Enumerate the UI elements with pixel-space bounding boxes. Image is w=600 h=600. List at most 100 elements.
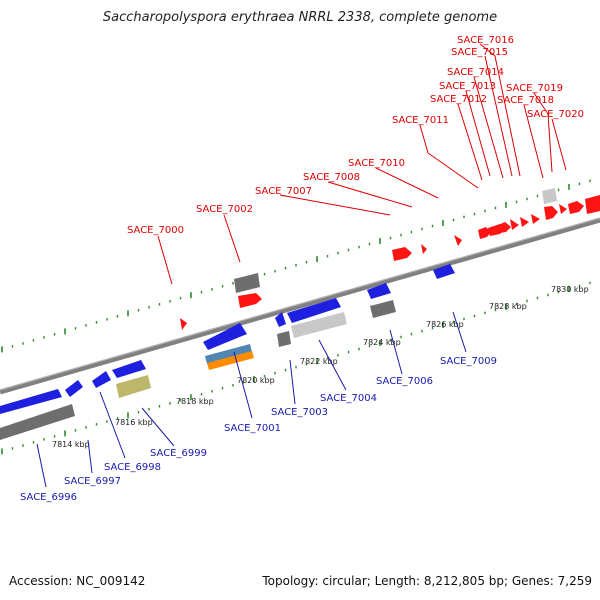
gene-SACE_7015[interactable]: [520, 217, 529, 227]
scale-label-7826: 7826 kbp: [426, 320, 464, 329]
genome-summary-text: Topology: circular; Length: 8,212,805 bp…: [262, 574, 592, 588]
leader-SACE_7015: [484, 55, 513, 177]
scale-label-7824: 7824 kbp: [363, 338, 401, 347]
label-SACE_7004[interactable]: SACE_7004: [320, 393, 377, 404]
label-SACE_7018[interactable]: SACE_7018: [497, 95, 554, 106]
gene-SACE_7011[interactable]: [478, 227, 491, 239]
leader-SACE_6996: [36, 443, 47, 488]
label-SACE_7001[interactable]: SACE_7001: [224, 423, 281, 434]
khaki-block[interactable]: [116, 375, 151, 398]
leader-SACE_7018: [523, 104, 544, 179]
gene-SACE_7006-arrow[interactable]: [367, 283, 391, 299]
gene-SACE_7000[interactable]: [180, 318, 187, 330]
label-SACE_7020[interactable]: SACE_7020: [527, 109, 584, 120]
leader-SACE_6998: [99, 391, 126, 459]
scale-label-7828: 7828 kbp: [489, 302, 527, 311]
label-SACE_7007[interactable]: SACE_7007: [255, 186, 312, 197]
label-SACE_6996[interactable]: SACE_6996: [20, 492, 77, 503]
gene-SACE_6996[interactable]: [0, 389, 62, 414]
gene-SACE_7016[interactable]: [531, 214, 540, 224]
label-SACE_7009[interactable]: SACE_7009: [440, 356, 497, 367]
gene-SACE_7013[interactable]: [498, 222, 511, 233]
forward-features: [180, 188, 600, 330]
leader-SACE_7006: [389, 329, 403, 375]
label-SACE_7016[interactable]: SACE_7016: [457, 35, 514, 46]
light-block-upper[interactable]: [542, 188, 557, 204]
reverse-features: [0, 264, 455, 440]
gene-SACE_7018[interactable]: [544, 206, 558, 220]
leader-SACE_7003: [289, 359, 296, 405]
label-SACE_7006[interactable]: SACE_7006: [376, 376, 433, 387]
label-SACE_7003[interactable]: SACE_7003: [271, 407, 328, 418]
leader-SACE_7013: [465, 90, 491, 177]
gene-SACE_7006[interactable]: [370, 300, 396, 318]
scale-label-7820: 7820 kbp: [237, 376, 275, 385]
reverse-labels: SACE_6996 SACE_6997 SACE_6998 SACE_6999 …: [20, 356, 497, 503]
gene-SACE_7019[interactable]: [559, 204, 567, 214]
leader-SACE_7011: [419, 124, 479, 189]
scale-label-7814: 7814 kbp: [52, 440, 90, 449]
leader-SACE_7002: [223, 214, 241, 263]
leader-SACE_7010: [375, 167, 439, 199]
scale-label-7818: 7818 kbp: [176, 397, 214, 406]
forward-labels: SACE_7000 SACE_7002 SACE_7007 SACE_7008 …: [127, 35, 584, 236]
scale-label-7830: 7830 kbp: [551, 285, 589, 294]
tick-row-bottom: [1, 281, 591, 455]
genome-backbone: [0, 217, 600, 395]
gene-SACE_6999[interactable]: [112, 360, 146, 378]
gene-SACE_7004[interactable]: [291, 312, 347, 338]
label-SACE_7002[interactable]: SACE_7002: [196, 204, 253, 215]
label-SACE_7011[interactable]: SACE_7011: [392, 115, 449, 126]
gene-SACE_7002[interactable]: [238, 293, 262, 308]
gene-SACE_7009[interactable]: [433, 264, 455, 279]
leader-SACE_7014: [473, 76, 504, 179]
leader-SACE_7004: [318, 339, 347, 391]
gray-block-upper[interactable]: [234, 273, 260, 293]
label-SACE_7008[interactable]: SACE_7008: [303, 172, 360, 183]
label-SACE_6997[interactable]: SACE_6997: [64, 476, 121, 487]
gene-SACE_7001[interactable]: [203, 323, 247, 350]
gene-SACE_6998[interactable]: [92, 371, 111, 388]
leader-SACE_7001: [233, 351, 253, 419]
gene-SACE_7010[interactable]: [454, 235, 462, 246]
label-SACE_7019[interactable]: SACE_7019: [506, 83, 563, 94]
gene-SACE_7014[interactable]: [510, 219, 519, 230]
gene-SACE_7003[interactable]: [277, 331, 291, 347]
gene-SACE_6997[interactable]: [65, 380, 83, 397]
leader-SACE_7009: [452, 311, 467, 353]
label-SACE_7015[interactable]: SACE_7015: [451, 47, 508, 58]
label-SACE_7000[interactable]: SACE_7000: [127, 225, 184, 236]
label-leaders: [36, 43, 567, 488]
map-title: Saccharopolyspora erythraea NRRL 2338, c…: [102, 10, 498, 25]
label-SACE_7014[interactable]: SACE_7014: [447, 67, 504, 78]
leader-SACE_7020: [551, 118, 567, 171]
leader-SACE_7008: [327, 181, 413, 208]
leader-SACE_7000: [157, 235, 173, 285]
label-SACE_7010[interactable]: SACE_7010: [348, 158, 405, 169]
gene-SACE_7003-arrow[interactable]: [275, 312, 286, 327]
label-SACE_6998[interactable]: SACE_6998: [104, 462, 161, 473]
tick-row-top: [1, 179, 591, 353]
leader-SACE_6999: [141, 407, 175, 447]
gray-block-6996[interactable]: [0, 404, 75, 440]
gene-forward-edge[interactable]: [585, 195, 600, 214]
scale-labels: 7814 kbp 7816 kbp 7818 kbp 7820 kbp 7822…: [52, 285, 589, 449]
label-SACE_6999[interactable]: SACE_6999: [150, 448, 207, 459]
scale-label-7822: 7822 kbp: [300, 357, 338, 366]
accession-text: Accession: NC_009142: [9, 574, 146, 588]
label-SACE_7012[interactable]: SACE_7012: [430, 94, 487, 105]
steel-block[interactable]: [205, 344, 252, 364]
gene-SACE_7008[interactable]: [421, 244, 427, 254]
orange-block[interactable]: [207, 351, 254, 370]
gene-SACE_7020[interactable]: [568, 201, 584, 214]
label-SACE_7013[interactable]: SACE_7013: [439, 81, 496, 92]
gene-SACE_7007[interactable]: [392, 247, 412, 261]
leader-SACE_7007: [279, 194, 391, 216]
scale-label-7816: 7816 kbp: [115, 418, 153, 427]
leader-SACE_7019: [533, 92, 553, 173]
leader-SACE_6997: [87, 439, 93, 474]
gene-SACE_7004-arrow[interactable]: [287, 298, 341, 323]
leader-SACE_7016: [479, 43, 521, 177]
leader-SACE_7012: [457, 103, 483, 181]
